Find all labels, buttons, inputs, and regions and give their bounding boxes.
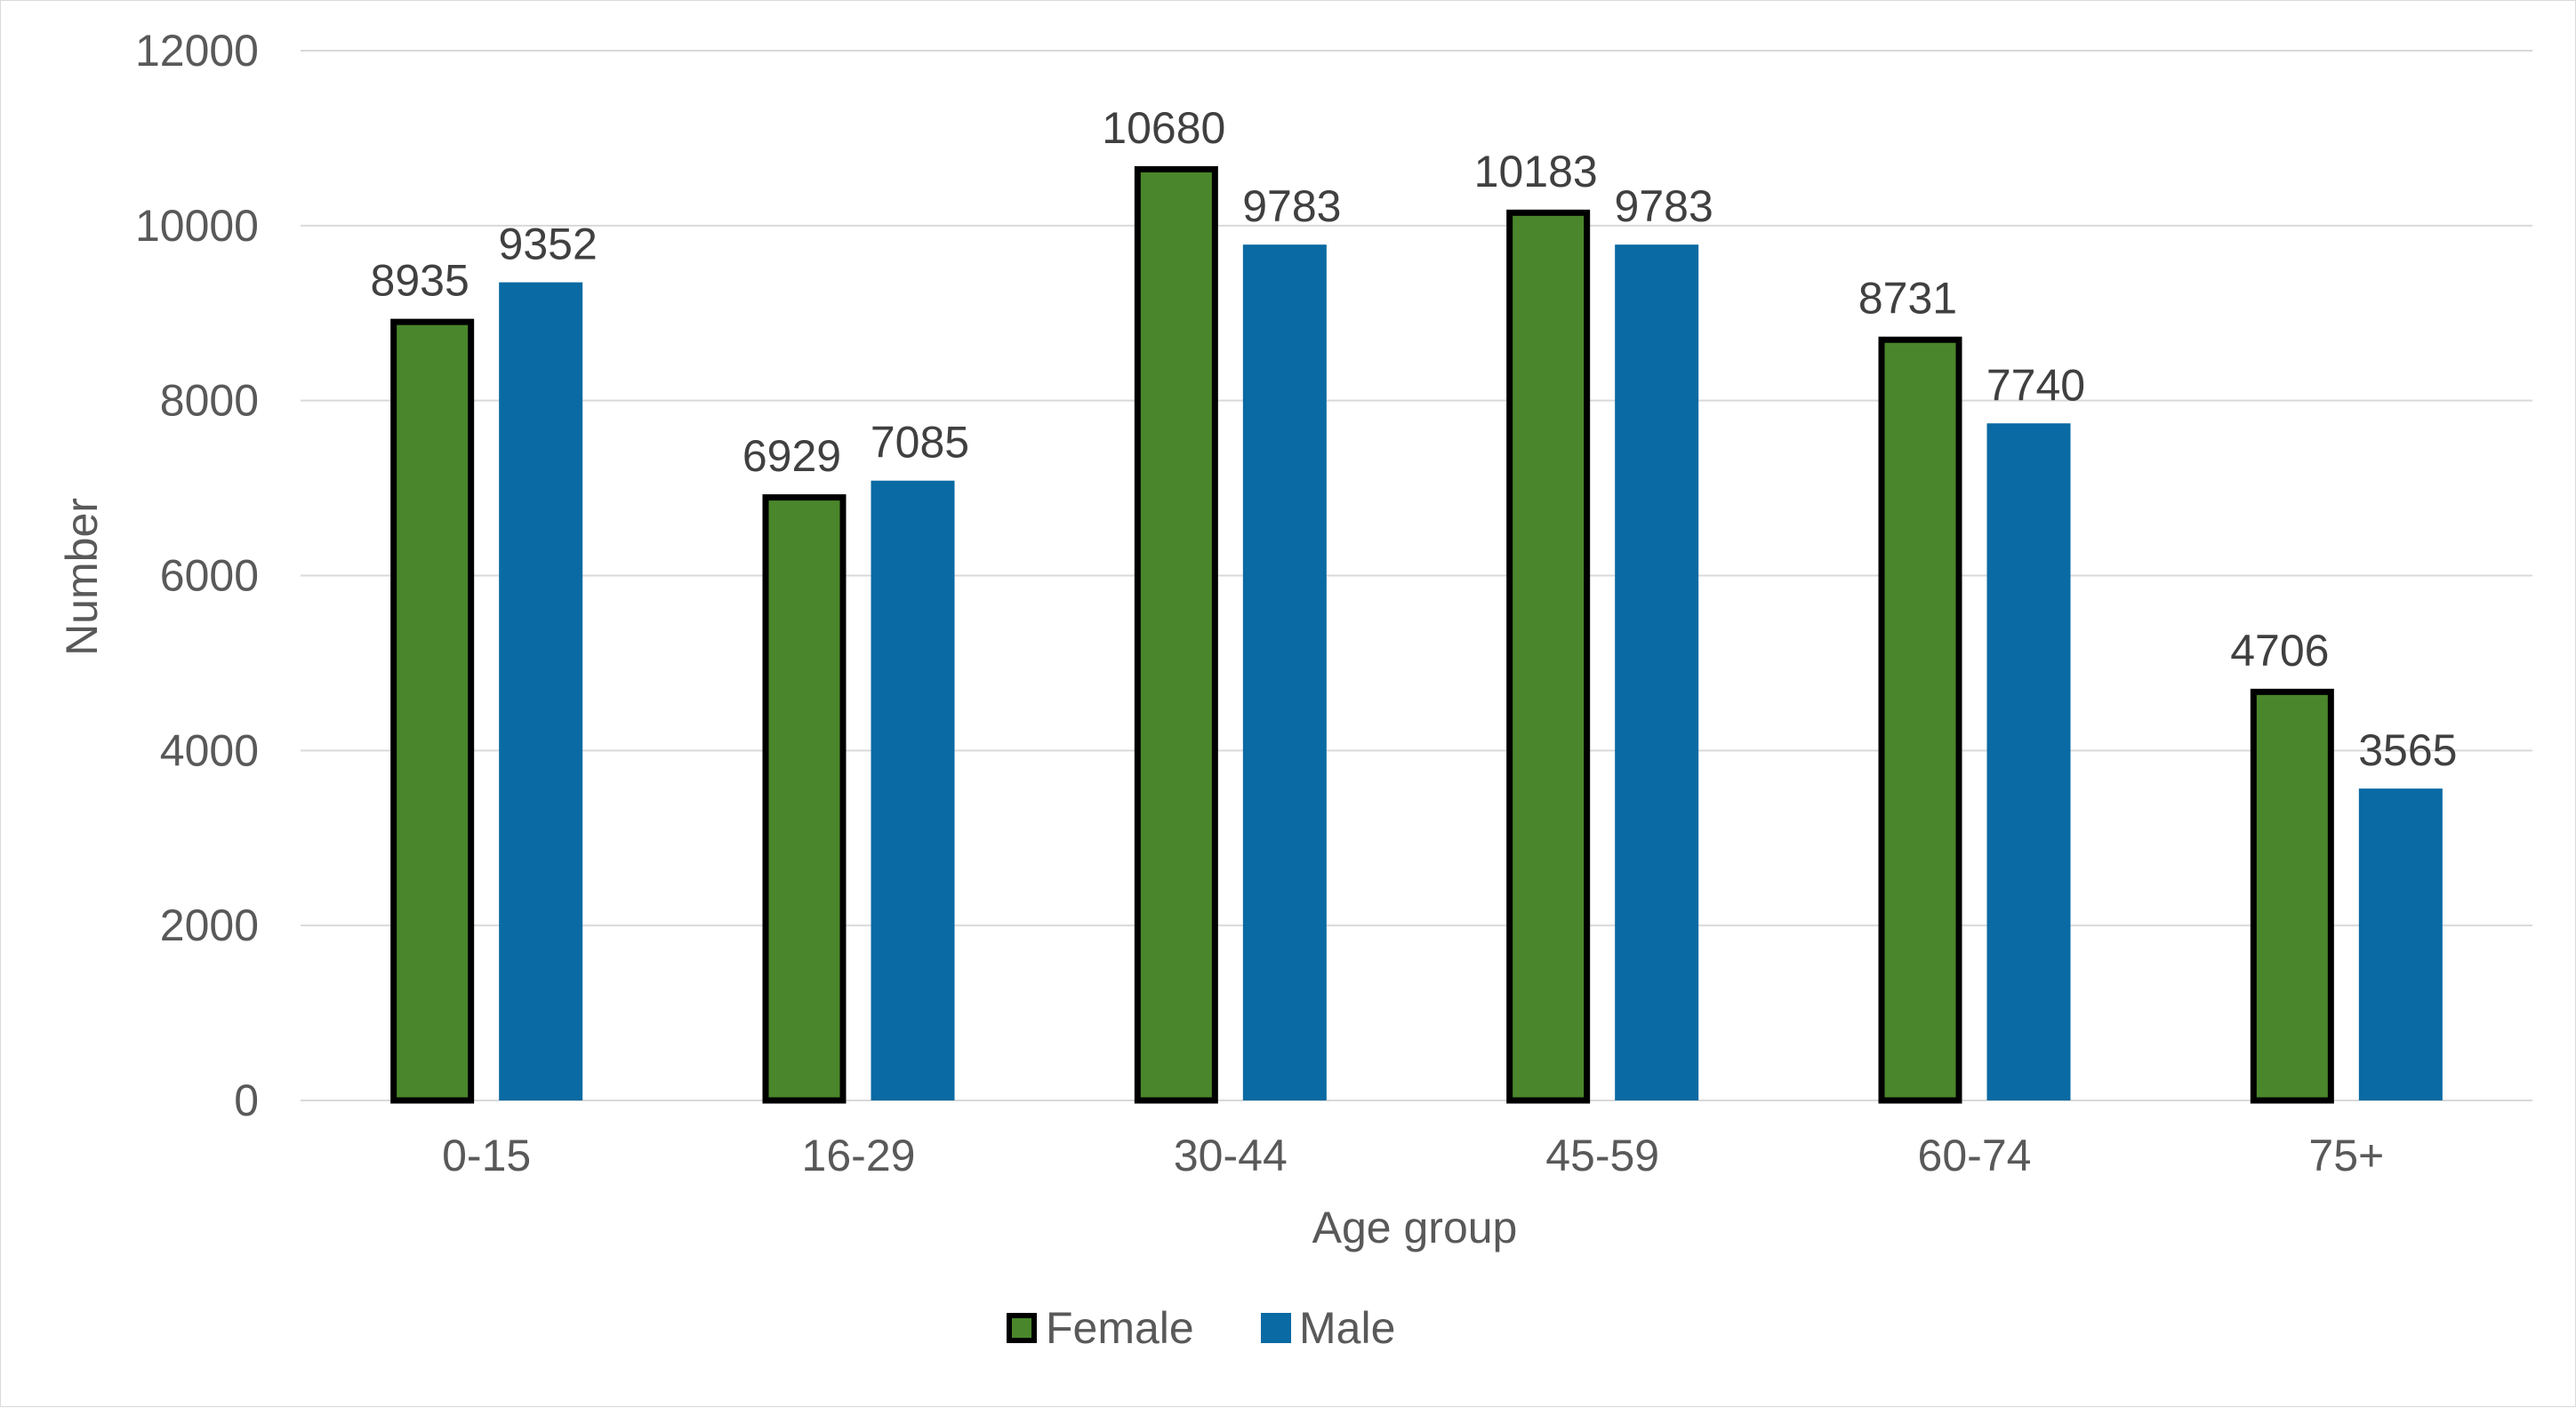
bars bbox=[390, 165, 2443, 1104]
bar-male bbox=[871, 480, 955, 1100]
legend-label-male: Male bbox=[1299, 1303, 1395, 1353]
x-tick-label: 60-74 bbox=[1918, 1131, 2032, 1180]
x-tick-label: 45-59 bbox=[1545, 1131, 1659, 1180]
y-tick-label: 2000 bbox=[160, 900, 259, 950]
data-label-female: 8731 bbox=[1858, 274, 1957, 324]
data-label-male: 7740 bbox=[1986, 360, 2085, 410]
data-label-male: 7085 bbox=[871, 418, 969, 468]
x-tick-label: 0-15 bbox=[442, 1131, 531, 1180]
y-tick-label: 12000 bbox=[135, 26, 259, 76]
legend-swatch-male bbox=[1261, 1313, 1291, 1343]
data-label-female: 4706 bbox=[2230, 626, 2329, 676]
y-tick-label: 8000 bbox=[160, 376, 259, 426]
data-label-female: 6929 bbox=[742, 431, 841, 481]
x-tick-label: 30-44 bbox=[1174, 1131, 1288, 1180]
data-label-male: 9352 bbox=[499, 220, 598, 269]
legend-label-female: Female bbox=[1046, 1303, 1194, 1353]
x-tick-label: 75+ bbox=[2308, 1131, 2384, 1180]
bar-female bbox=[1878, 336, 1962, 1104]
data-label-male: 3565 bbox=[2358, 725, 2457, 775]
bar-female bbox=[762, 494, 847, 1104]
bar-male bbox=[1615, 244, 1699, 1100]
y-tick-label: 10000 bbox=[135, 201, 259, 251]
data-label-male: 9783 bbox=[1242, 181, 1341, 231]
y-axis-title: Number bbox=[57, 498, 107, 656]
bar-male bbox=[2358, 788, 2443, 1100]
bar-female bbox=[390, 318, 475, 1104]
bar-male bbox=[499, 282, 583, 1101]
y-tick-label: 0 bbox=[234, 1076, 259, 1125]
bar-female bbox=[1506, 209, 1591, 1104]
data-label-female: 10183 bbox=[1474, 147, 1598, 196]
data-labels: 8935 9352 6929 7085 10680 9783 10183 9783 8731 77… bbox=[371, 103, 2458, 775]
tick-labels: 0 2000 4000 6000 8000 10000 12000 0-15 16-29 30-4… bbox=[135, 26, 2384, 1180]
y-tick-label: 4000 bbox=[160, 725, 259, 775]
bar-female bbox=[2250, 688, 2334, 1104]
bar-male bbox=[1986, 423, 2071, 1100]
x-axis-title: Age group bbox=[1312, 1203, 1518, 1252]
data-label-female: 10680 bbox=[1102, 103, 1225, 153]
legend-swatch-female bbox=[1007, 1313, 1037, 1343]
gridlines bbox=[301, 50, 2532, 1101]
bar-male bbox=[1242, 244, 1327, 1100]
y-tick-label: 6000 bbox=[160, 551, 259, 601]
data-label-male: 9783 bbox=[1615, 181, 1713, 231]
legend: Female Male bbox=[1007, 1303, 1395, 1353]
data-label-female: 8935 bbox=[371, 256, 469, 306]
x-tick-label: 16-29 bbox=[802, 1131, 916, 1180]
bar-female bbox=[1134, 165, 1218, 1104]
